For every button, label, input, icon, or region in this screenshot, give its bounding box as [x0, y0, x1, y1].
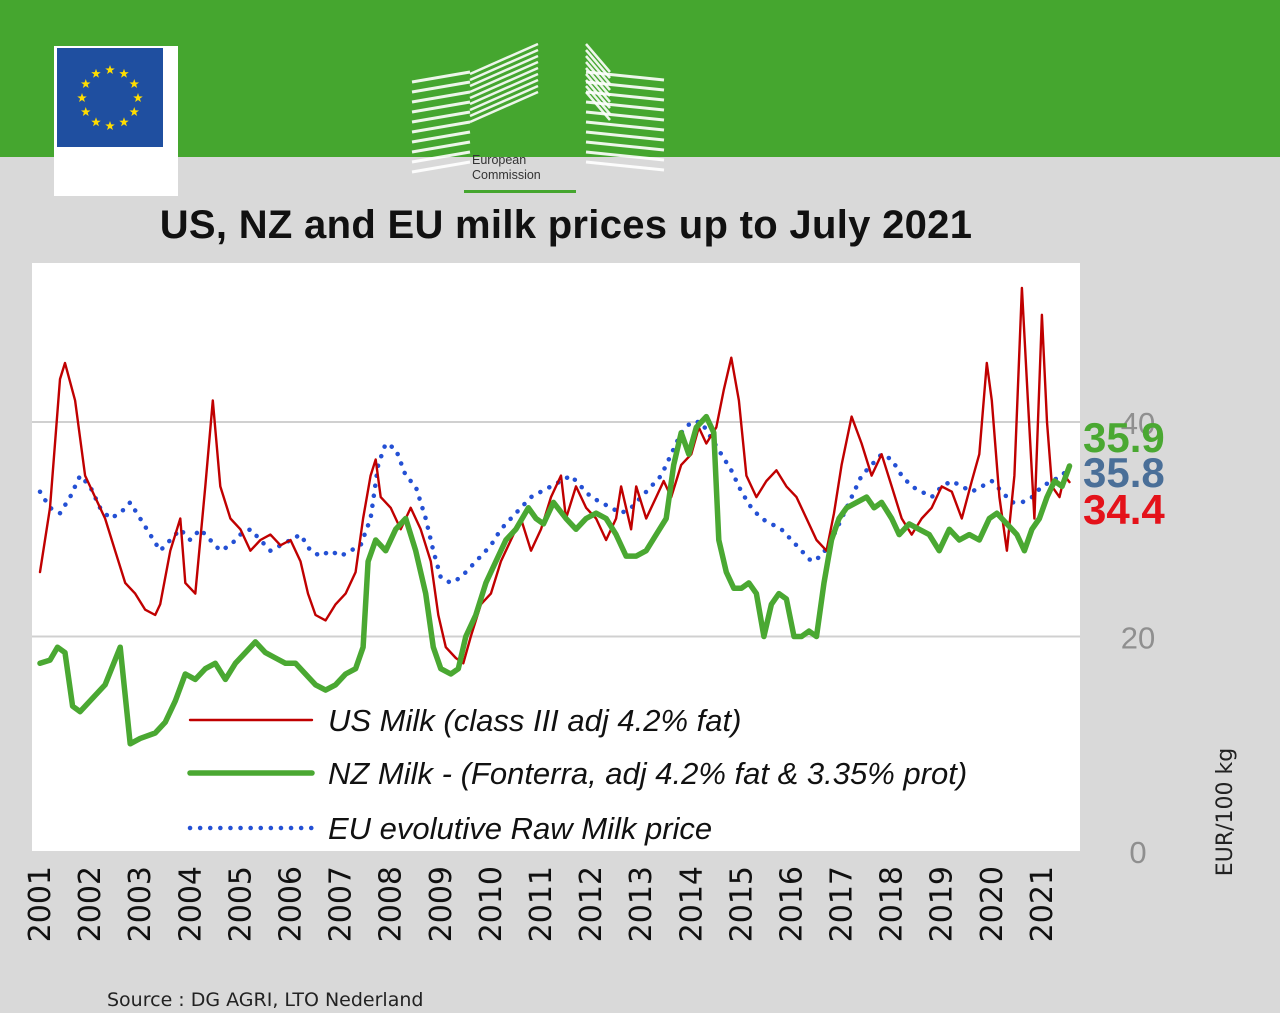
latest-value-nz: 35.9: [1083, 414, 1165, 461]
plot-area: [32, 263, 1080, 851]
y-axis-ticks: 0 20 40: [1121, 406, 1155, 870]
x-tick-label: 2013: [624, 866, 659, 942]
series-nz-line: [37, 413, 1073, 747]
chart-title: US, NZ and EU milk prices up to July 202…: [159, 203, 973, 247]
x-tick-label: 2019: [925, 866, 960, 942]
latest-value-us: 34.4: [1083, 486, 1165, 533]
building-icon: [411, 42, 665, 174]
x-tick-label: 2001: [23, 866, 58, 942]
x-tick-label: 2008: [374, 866, 409, 942]
x-tick-label: 2009: [424, 866, 459, 942]
latest-value-eu: 35.8: [1083, 449, 1165, 496]
x-tick-label: 2016: [775, 866, 810, 942]
x-tick-label: 2002: [73, 866, 108, 942]
grid-lines: [32, 421, 1080, 638]
eu-flag-icon: [57, 48, 163, 147]
legend-label-nz: NZ Milk - (Fonterra, adj 4.2% fat & 3.35…: [328, 756, 967, 791]
legend: US Milk (class III adj 4.2% fat) NZ Milk …: [187, 703, 967, 846]
organization-line-2: Commission: [472, 168, 541, 182]
x-tick-label: 2017: [825, 866, 860, 942]
source-note: Source : DG AGRI, LTO Nederland: [107, 989, 424, 1011]
x-tick-label: 2020: [975, 866, 1010, 942]
x-axis-ticks: 2001 2002 2003 2004 2005 2006 2007 2008 2009 2010…: [23, 866, 1060, 942]
series-us-line: [38, 286, 1071, 665]
y-tick-label: 20: [1121, 621, 1155, 656]
x-tick-label: 2015: [724, 866, 759, 942]
x-tick-label: 2003: [123, 866, 158, 942]
ec-logo: [410, 36, 670, 196]
x-tick-label: 2014: [674, 866, 709, 942]
x-tick-label: 2012: [574, 866, 609, 942]
organization-line-1: European: [472, 153, 527, 167]
y-axis-label: EUR/100 kg: [1213, 748, 1238, 876]
legend-label-us: US Milk (class III adj 4.2% fat): [328, 703, 741, 738]
x-tick-label: 2006: [274, 866, 309, 942]
y-tick-label: 0: [1129, 835, 1146, 870]
x-tick-label: 2007: [324, 866, 359, 942]
legend-label-eu: EU evolutive Raw Milk price: [328, 811, 712, 846]
y-tick-label: 40: [1121, 406, 1155, 441]
latest-values: 35.935.834.4: [1083, 414, 1165, 533]
logo-underline: [464, 190, 576, 193]
series-lines: [37, 286, 1073, 747]
x-tick-label: 2018: [875, 866, 910, 942]
series-eu-line: [37, 419, 1072, 586]
x-tick-label: 2005: [223, 866, 258, 942]
x-tick-label: 2010: [474, 866, 509, 942]
x-tick-label: 2021: [1025, 866, 1060, 942]
x-tick-label: 2004: [173, 866, 208, 942]
organization-name: European Commission: [472, 153, 582, 183]
x-tick-label: 2011: [524, 866, 559, 942]
